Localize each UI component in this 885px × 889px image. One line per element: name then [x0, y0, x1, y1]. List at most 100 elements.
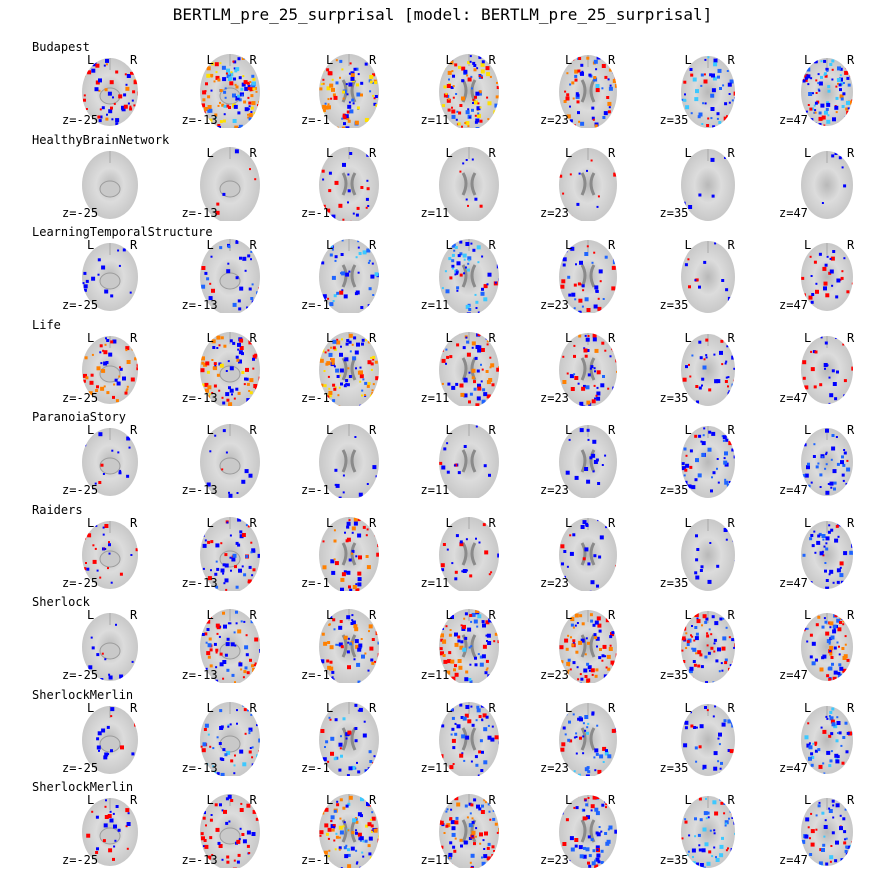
z-coordinate-label: z=23 [540, 853, 569, 867]
brain-slice-image [82, 520, 138, 589]
left-hemisphere-label: L [445, 700, 453, 715]
right-hemisphere-label: R [608, 423, 616, 437]
brain-slice-image [680, 796, 735, 868]
left-hemisphere-label: L [804, 330, 812, 345]
left-hemisphere-label: L [206, 330, 214, 345]
brain-slice-image [559, 147, 617, 221]
brain-slice-image [559, 702, 617, 776]
z-coordinate-label: z=-1 [301, 760, 330, 775]
left-hemisphere-label: L [804, 423, 812, 437]
right-hemisphere-label: R [130, 608, 138, 622]
brain-slice-image [559, 240, 617, 313]
z-coordinate-label: z=47 [779, 298, 808, 312]
brain-outline [319, 609, 379, 683]
z-coordinate-label: z=23 [540, 205, 569, 220]
right-hemisphere-label: R [130, 238, 138, 252]
right-hemisphere-label: R [608, 53, 616, 67]
z-coordinate-label: z=-13 [181, 483, 218, 497]
z-coordinate-label: z=35 [659, 668, 689, 682]
brain-outline [680, 56, 735, 128]
right-hemisphere-label: R [488, 53, 496, 67]
z-coordinate-label: z=-25 [62, 205, 99, 220]
right-hemisphere-label: R [249, 515, 257, 530]
z-coordinate-label: z=23 [540, 760, 569, 775]
right-hemisphere-label: R [488, 238, 496, 252]
left-hemisphere-label: L [206, 145, 214, 160]
right-hemisphere-label: R [727, 145, 735, 160]
left-hemisphere-label: L [326, 423, 334, 437]
right-hemisphere-label: R [608, 515, 616, 530]
brain-slice-image [82, 428, 138, 496]
brain-slice-image [680, 333, 735, 406]
right-hemisphere-label: R [847, 238, 855, 252]
brain-slice-image [82, 798, 138, 866]
brain-slice-image [680, 56, 735, 128]
brain-slice-image [801, 243, 853, 311]
brain-slice-image [559, 55, 617, 128]
left-hemisphere-label: L [445, 53, 453, 67]
left-hemisphere-label: L [445, 330, 453, 345]
right-hemisphere-label: R [847, 515, 855, 530]
brain-slice-image [438, 794, 499, 868]
left-hemisphere-label: L [804, 793, 812, 807]
z-coordinate-label: z=-1 [301, 483, 330, 497]
brain-outline [680, 241, 735, 313]
right-hemisphere-label: R [249, 608, 257, 622]
z-coordinate-label: z=-25 [62, 113, 99, 127]
brain-slice-image [199, 701, 260, 776]
left-hemisphere-label: L [87, 608, 95, 622]
left-hemisphere-label: L [804, 238, 812, 252]
brain-outline [319, 54, 379, 128]
brain-slice-image [801, 150, 853, 219]
right-hemisphere-label: R [249, 330, 257, 345]
z-coordinate-label: z=-13 [181, 298, 218, 312]
right-hemisphere-label: R [249, 53, 257, 67]
left-hemisphere-label: L [206, 700, 214, 715]
right-hemisphere-label: R [727, 423, 735, 437]
dataset-label: ParanoiaStory [32, 410, 126, 424]
right-hemisphere-label: R [847, 330, 855, 345]
z-coordinate-label: z=-25 [62, 853, 99, 867]
z-coordinate-label: z=-1 [301, 205, 330, 220]
left-hemisphere-label: L [684, 145, 692, 160]
left-hemisphere-label: L [684, 700, 692, 715]
right-hemisphere-label: R [249, 423, 257, 437]
brain-slice-image [801, 613, 853, 681]
right-hemisphere-label: R [847, 608, 855, 622]
z-coordinate-label: z=11 [420, 853, 450, 867]
right-hemisphere-label: R [727, 608, 735, 622]
left-hemisphere-label: L [326, 330, 334, 345]
right-hemisphere-label: R [488, 145, 496, 160]
brain-slice-image [438, 424, 499, 498]
brain-slice-image [319, 146, 379, 221]
z-coordinate-label: z=47 [779, 760, 808, 775]
left-hemisphere-label: L [87, 515, 95, 530]
right-hemisphere-label: R [727, 793, 735, 807]
right-hemisphere-label: R [369, 793, 377, 807]
left-hemisphere-label: L [565, 515, 573, 530]
right-hemisphere-label: R [369, 515, 377, 530]
left-hemisphere-label: L [445, 793, 453, 807]
brain-slice-image [82, 705, 138, 774]
left-hemisphere-label: L [684, 793, 692, 807]
left-hemisphere-label: L [565, 238, 573, 252]
left-hemisphere-label: L [804, 515, 812, 530]
brain-slice-image [82, 58, 138, 126]
right-hemisphere-label: R [130, 423, 138, 437]
z-coordinate-label: z=11 [420, 575, 450, 590]
brain-slice-image [319, 516, 379, 591]
right-hemisphere-label: R [130, 793, 138, 807]
